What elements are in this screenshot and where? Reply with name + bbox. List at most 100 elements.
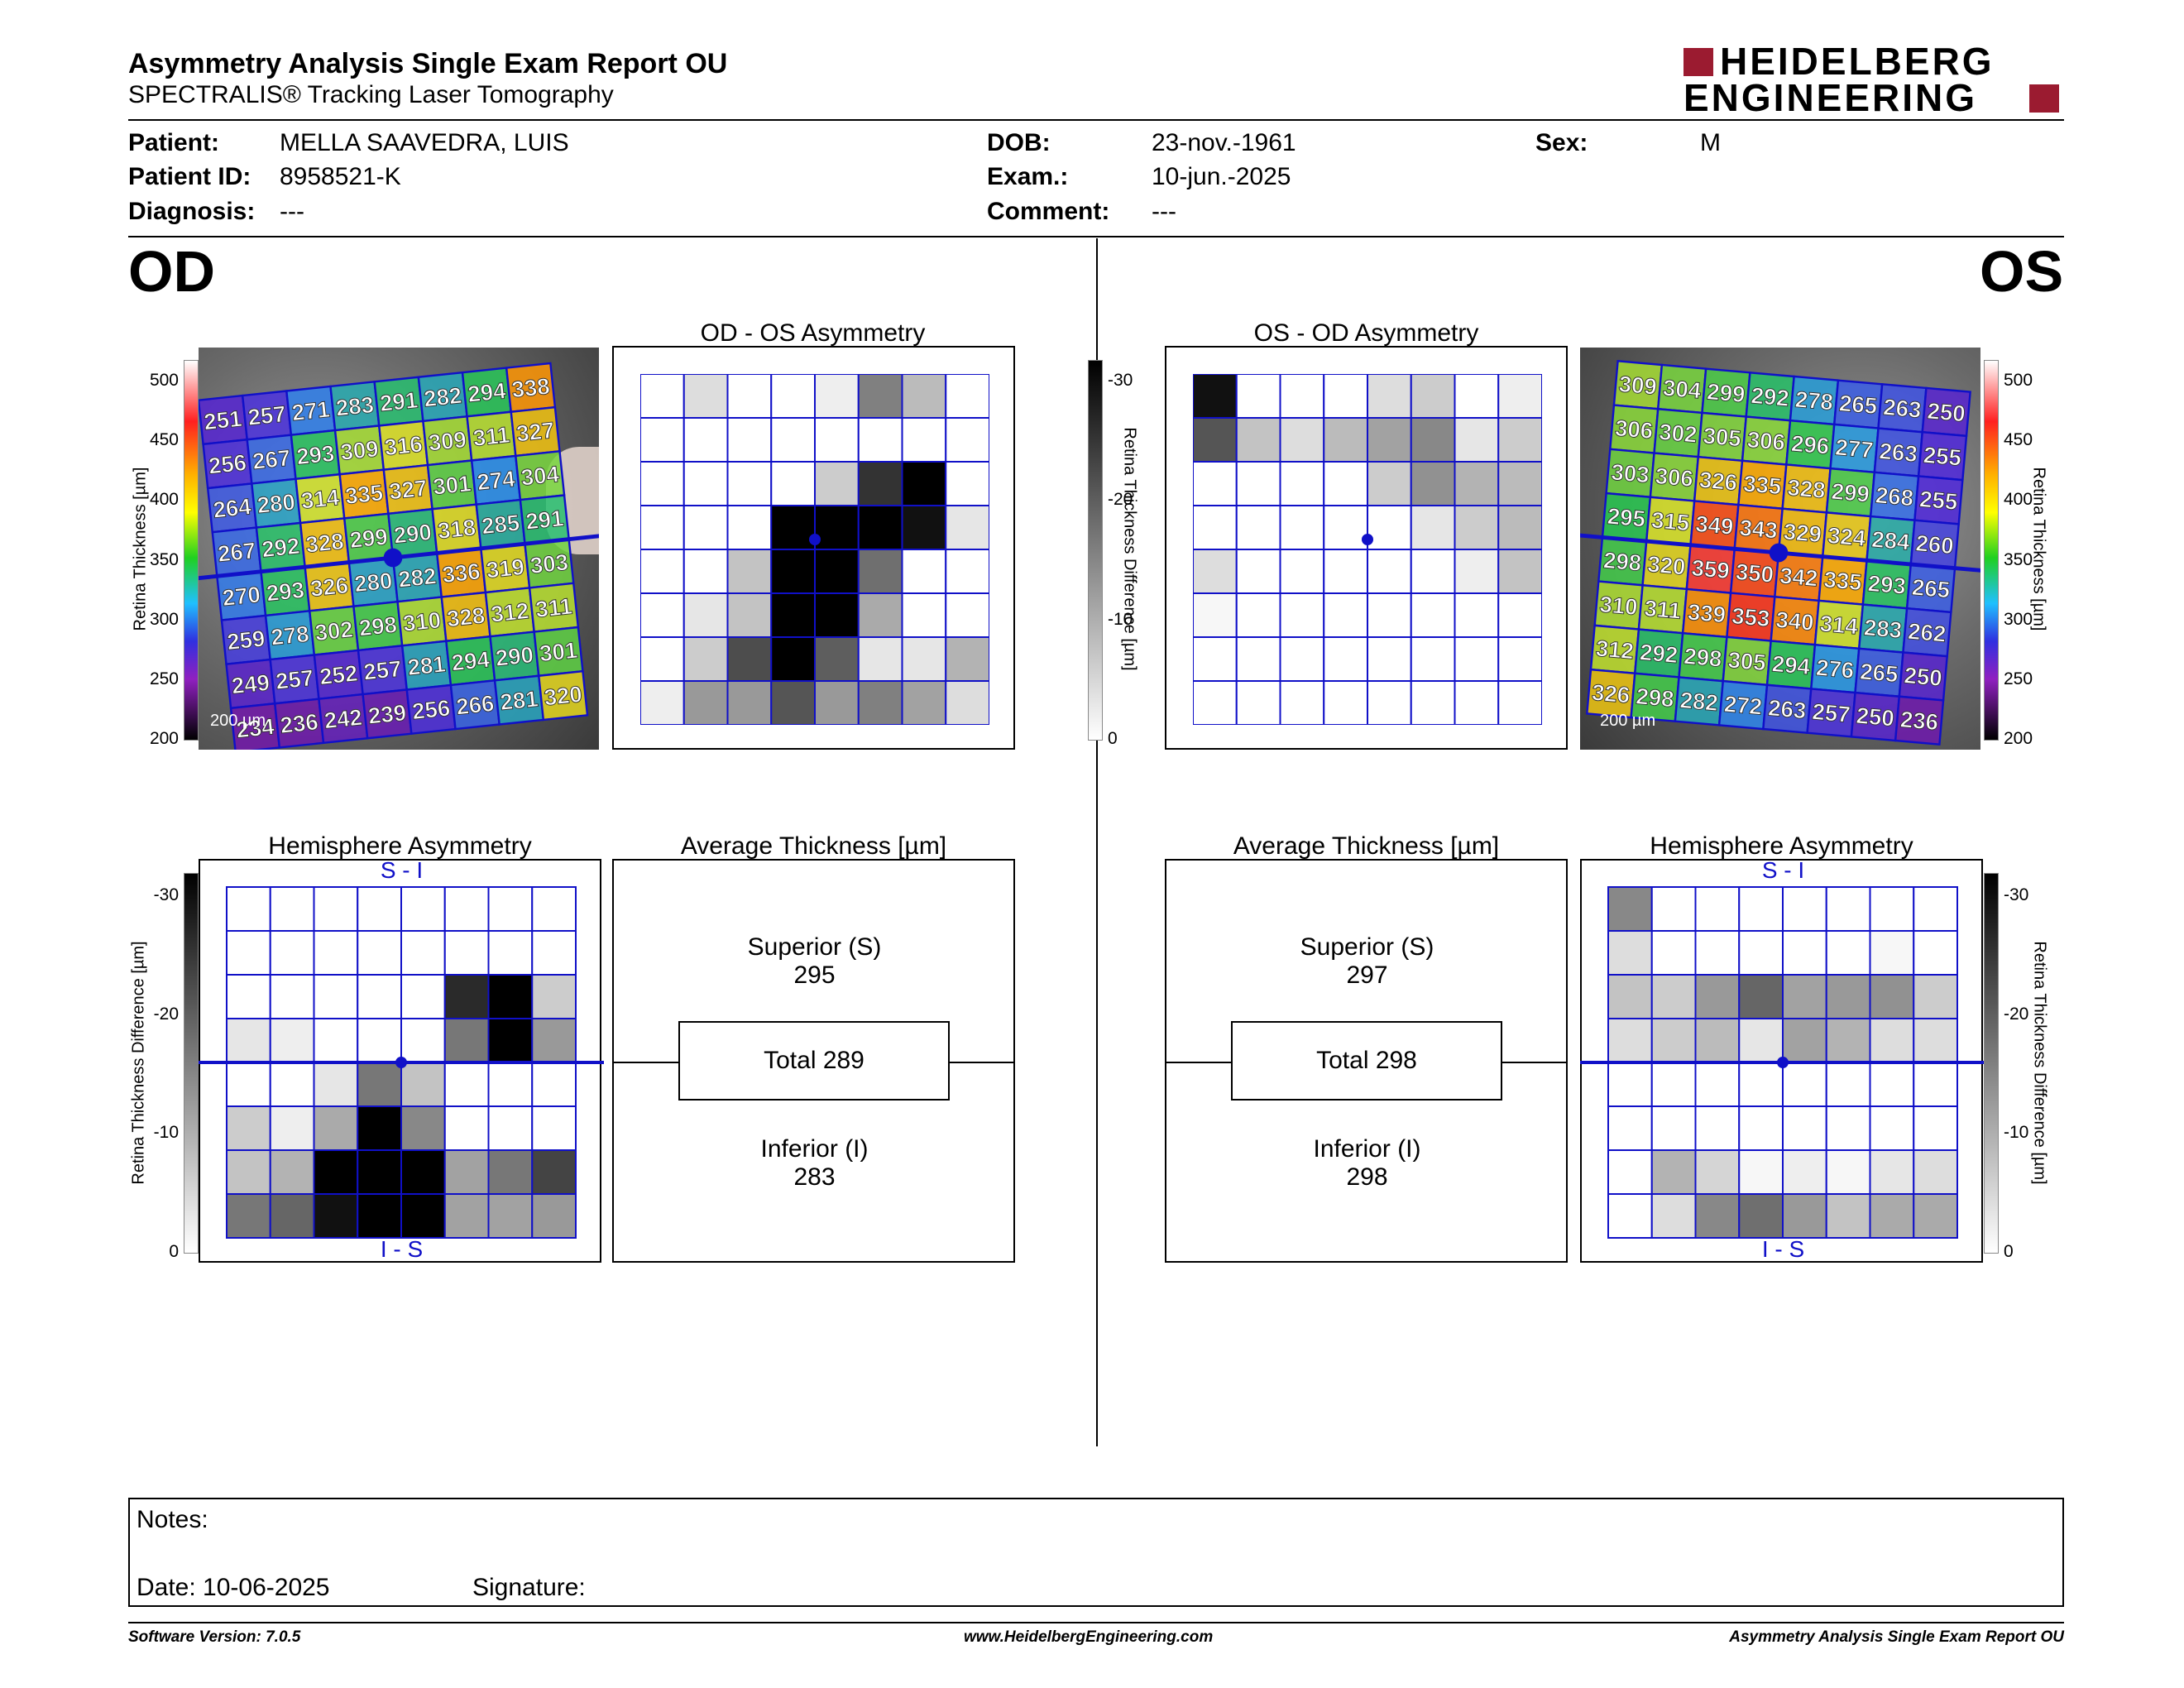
logo-line1: HEIDELBERG [1720, 40, 1995, 83]
os-od-asym-cell [1193, 680, 1238, 725]
os-hemi-cell [1650, 886, 1697, 932]
os-od-asym-cell [1323, 461, 1368, 506]
os-hemi-cell [1913, 886, 1958, 932]
od-thickness-value: 303 [529, 549, 569, 578]
os-hemi-cell [1782, 930, 1827, 976]
os-od-asym-cell [1235, 505, 1281, 550]
os-thickness-value: 263 [1879, 438, 1918, 467]
os-hemi-cell [1694, 974, 1741, 1019]
os-thickness-value: 265 [1859, 659, 1899, 688]
od-hemi-cell [226, 1193, 271, 1239]
od-hemi-cell [487, 1149, 534, 1195]
od-thickness-value: 301 [539, 637, 579, 667]
os-thickness-value: 324 [1827, 522, 1867, 551]
od-os-asym-cell [857, 461, 903, 506]
od-thickness-value: 257 [362, 655, 403, 685]
od-hemi-cell [357, 930, 402, 976]
diagnosis-value: --- [280, 198, 304, 225]
od-hemi-cell [357, 974, 402, 1019]
od-thickness-value: 328 [446, 602, 486, 632]
os-inferior-value: 298 [1346, 1163, 1388, 1191]
od-thickness-value: 292 [261, 533, 301, 563]
os-thickness-value: 311 [1643, 595, 1682, 624]
notes-box: Notes: Date: 10-06-2025 Signature: [128, 1498, 2064, 1607]
os-od-asym-cell [1235, 680, 1281, 725]
od-hemi-cell [400, 1105, 446, 1151]
os-average-panel: Superior (S) 297 Total 298 Inferior (I) … [1165, 859, 1568, 1263]
od-hemi-is-label: I - S [380, 1236, 424, 1262]
od-os-asym-cell [770, 417, 816, 463]
od-hemi-cell [313, 1018, 359, 1063]
os-hemi-cell [1607, 930, 1653, 976]
od-thickness-value: 338 [510, 373, 551, 403]
os-thickness-value: 255 [1923, 442, 1962, 471]
header-divider [128, 119, 2064, 121]
os-od-asym-cell [1323, 592, 1368, 638]
od-thickness-value: 270 [221, 582, 261, 611]
od-thickness-value: 257 [275, 664, 315, 694]
os-inferior-label: Inferior (I) [1313, 1135, 1421, 1163]
os-hemi-tick: -30 [2004, 885, 2029, 904]
od-hemi-cell [443, 1018, 490, 1063]
od-os-asym-cell [814, 374, 860, 419]
os-od-asym-cell [1497, 374, 1542, 419]
os-thickness-value: 298 [1683, 643, 1722, 672]
od-hemi-cell [487, 1062, 534, 1107]
od-os-asym-cell [814, 592, 860, 638]
od-superior-value: 295 [793, 961, 836, 989]
os-od-asym-cell [1235, 417, 1281, 463]
os-thickness-value: 296 [1790, 430, 1830, 459]
os-hemi-cell [1694, 886, 1741, 932]
od-thickness-colorbar [184, 360, 199, 741]
os-od-asym-cell [1279, 505, 1325, 550]
os-thickness-value: 312 [1595, 635, 1635, 664]
od-hemi-tick: -20 [153, 1004, 179, 1024]
od-inferior-value: 283 [793, 1163, 836, 1191]
os-thickness-value: 298 [1602, 547, 1642, 576]
od-os-asym-cell [682, 505, 729, 550]
od-hemi-cell [269, 930, 315, 976]
os-thickness-value: 250 [1926, 398, 1966, 427]
os-thickness-value: 293 [1867, 570, 1907, 599]
od-thickness-value: 318 [437, 514, 477, 544]
os-thickness-value: 282 [1679, 687, 1719, 716]
os-od-asym-cell [1410, 461, 1456, 506]
od-thickness-fovea-marker [383, 548, 403, 568]
os-od-asym-cell [1279, 461, 1325, 506]
od-hemi-cell [313, 886, 359, 932]
report-subtitle: SPECTRALIS® Tracking Laser Tomography [128, 81, 614, 108]
od-os-asym-cell [901, 461, 947, 506]
heidelberg-logo: HEIDELBERG ENGINEERING [1684, 40, 2064, 117]
patient-id: 8958521-K [280, 163, 401, 190]
od-hemi-cell [531, 1018, 577, 1063]
os-od-asym-cell [1235, 461, 1281, 506]
od-thickness-value: 302 [314, 616, 354, 646]
od-hemi-cell [443, 1105, 490, 1151]
od-hemi-cell [226, 1062, 271, 1107]
od-os-asym-cell [945, 505, 989, 550]
os-hemi-cell [1782, 1149, 1827, 1195]
os-hemi-cell [1869, 1149, 1915, 1195]
od-os-asymmetry-panel [612, 346, 1015, 750]
os-od-asym-cell [1323, 374, 1368, 419]
os-hemi-cell [1607, 1018, 1653, 1063]
od-thickness-value: 309 [427, 426, 467, 456]
od-os-asym-cell [814, 636, 860, 682]
od-thickness-tick: 450 [149, 430, 179, 450]
os-hemi-cell [1738, 1149, 1784, 1195]
os-od-asym-cell [1193, 636, 1238, 682]
os-hemi-cell [1607, 1062, 1653, 1107]
os-thickness-value: 255 [1918, 486, 1958, 515]
od-os-asym-cell [640, 680, 685, 725]
os-od-asym-cell [1279, 374, 1325, 419]
od-hemi-cell [531, 1193, 577, 1239]
od-thickness-value: 335 [344, 479, 385, 509]
os-thickness-tick: 400 [2004, 490, 2033, 510]
dob-value: 23-nov.-1961 [1152, 129, 1296, 156]
os-od-asym-cell [1279, 592, 1325, 638]
od-thickness-value: 257 [247, 400, 287, 430]
os-hemi-cell [1782, 1018, 1827, 1063]
od-hemi-cell [400, 1193, 446, 1239]
od-os-asym-cell [640, 417, 685, 463]
